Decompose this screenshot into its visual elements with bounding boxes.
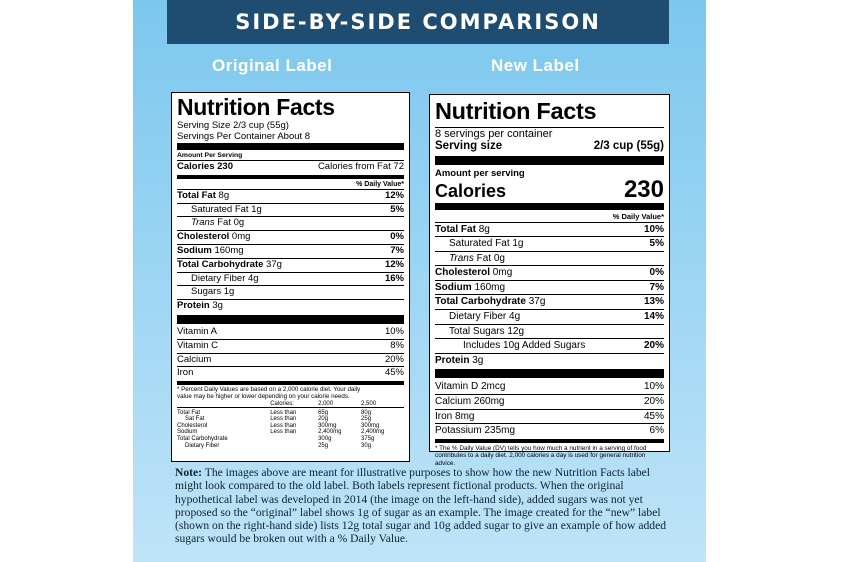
footnote: * Percent Daily Values are based on a 2,… (177, 386, 361, 401)
divider (435, 438, 664, 443)
table-row: Sodium Less than 2,400mg 2,400mg (177, 429, 385, 436)
nutrient-row-protein: Protein 3g (435, 352, 664, 368)
table-row: Total Fat Less than 65g 80g (177, 409, 372, 416)
nutrient-row-dietary-fiber: Dietary Fiber 4g 16% (177, 271, 404, 286)
nutrient-row-cholesterol: Cholesterol 0mg 0% (177, 230, 404, 243)
nutrient-row-total-fat: Total Fat 8g 10% (435, 221, 664, 235)
nutrient-row-trans-fat: Trans Fat 0g (435, 250, 664, 266)
nutrition-facts-title: Nutrition Facts (177, 94, 335, 120)
nutrient-row-total-carbohydrate: Total Carbohydrate 37g 12% (177, 257, 404, 270)
divider (435, 202, 664, 210)
divider (177, 381, 404, 386)
amount-per-serving: Amount Per Serving (177, 152, 243, 159)
page-title: SIDE-BY-SIDE COMPARISON (167, 0, 669, 44)
note-lead: Note: (175, 466, 203, 479)
serving-size-row: Serving size 2/3 cup (55g) (435, 139, 664, 152)
daily-value-header: % Daily Value* (612, 211, 664, 221)
calories-row: Calories 230 Calories from Fat 72 (177, 160, 404, 174)
nutrient-row-total-sugars: Total Sugars 12g (435, 323, 664, 339)
new-label-heading: New Label (491, 56, 580, 75)
comparison-panel: SIDE-BY-SIDE COMPARISON Original Label N… (133, 0, 706, 562)
nutrient-row-dietary-fiber: Dietary Fiber 4g 14% (435, 309, 664, 324)
daily-value-header: % Daily Value* (356, 180, 404, 188)
table-row: Cholesterol Less than 300mg 300mg (177, 422, 380, 429)
calories-from-fat: Calories from Fat 72 (317, 161, 404, 172)
vitamin-row: Vitamin A 10% (177, 325, 404, 337)
footnote: * The % Daily Value (DV) tells you how m… (435, 444, 647, 467)
calories-text: Calories 230 (177, 161, 233, 172)
original-label-heading: Original Label (212, 56, 333, 75)
calories-row: Calories 230 (435, 175, 664, 203)
vitamin-row: Calcium 20% (177, 352, 404, 365)
nutrient-row-sugars: Sugars 1g (177, 285, 404, 299)
vitamin-row: Iron 8mg 45% (435, 408, 664, 422)
original-nutrition-label: Nutrition Facts Serving Size 2/3 cup (55… (171, 92, 410, 462)
servings-per-container: Servings Per Container About 8 (177, 131, 311, 142)
nutrient-row-saturated-fat: Saturated Fat 1g 5% (435, 236, 664, 251)
daily-values-table: Calories: 2,000 2,500 Total Fat Less than 65… (177, 401, 404, 450)
nutrient-row-trans-fat: Trans Fat 0g (177, 216, 404, 230)
servings-per-container: 8 servings per container (435, 126, 664, 140)
divider (177, 314, 404, 324)
vitamin-row: Vitamin D 2mcg 10% (435, 381, 664, 393)
vitamin-row: Vitamin C 8% (177, 338, 404, 351)
divider (177, 143, 404, 150)
table-row: Sat Fat Less than 20g 25g (185, 416, 372, 423)
divider (435, 369, 664, 379)
vitamin-row: Potassium 235mg 6% (435, 423, 664, 437)
nutrient-row-sodium: Sodium 160mg 7% (435, 279, 664, 293)
nutrient-row-sodium: Sodium 160mg 7% (177, 243, 404, 256)
explanatory-note: Note: The images above are meant for ill… (175, 466, 670, 546)
table-row: Total Carbohydrate 300g 375g (177, 436, 375, 443)
calories-value: 230 (623, 175, 664, 203)
vitamin-row: Iron 45% (177, 366, 404, 379)
divider (177, 174, 404, 179)
nutrient-row-protein: Protein 3g (177, 299, 404, 313)
vitamin-row: Calcium 260mg 20% (435, 394, 664, 408)
nutrition-facts-title: Nutrition Facts (435, 98, 597, 124)
calories-label: Calories (435, 180, 507, 201)
nutrient-row-total-carbohydrate: Total Carbohydrate 37g 13% (435, 294, 664, 308)
serving-size: Serving Size 2/3 cup (55g) (177, 120, 289, 131)
new-nutrition-label: Nutrition Facts 8 servings per container… (429, 94, 670, 467)
amount-per-serving: Amount per serving (435, 167, 525, 179)
note-text: The images above are meant for illustrat… (175, 466, 667, 546)
divider (435, 155, 664, 165)
nutrient-row-added-sugars: Includes 10g Added Sugars 20% (435, 338, 664, 353)
table-row: Dietary Fiber 25g 30g (185, 442, 372, 449)
nutrient-row-saturated-fat: Saturated Fat 1g 5% (177, 202, 404, 217)
nutrient-row-cholesterol: Cholesterol 0mg 0% (435, 265, 664, 279)
nutrient-row-total-fat: Total Fat 8g 12% (177, 188, 404, 201)
